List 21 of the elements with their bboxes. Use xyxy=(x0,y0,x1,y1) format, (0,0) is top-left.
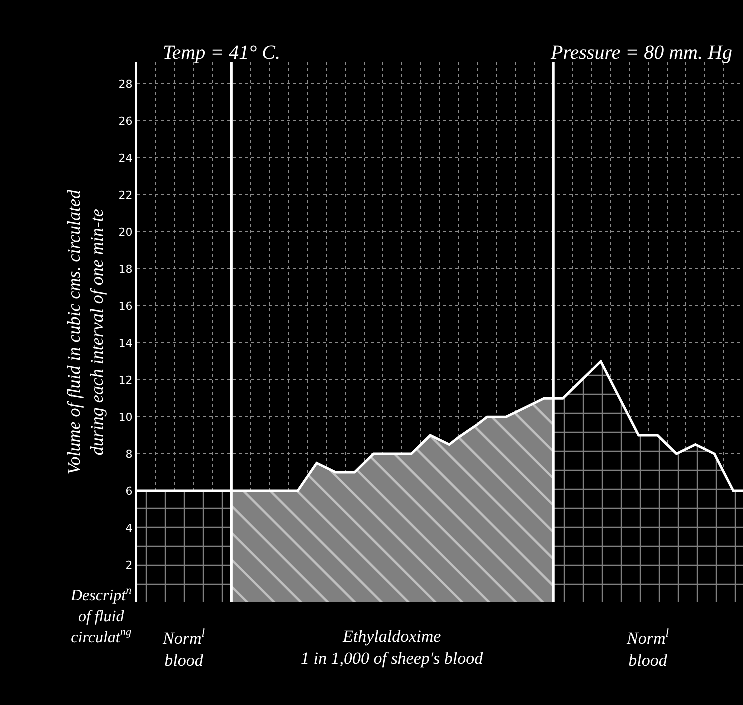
series-label: Norm$^{l}$ blood xyxy=(626,626,670,670)
y-tick-label: 14 xyxy=(118,336,133,350)
y-tick-label: 10 xyxy=(118,410,133,424)
y-tick-label: 24 xyxy=(118,152,133,166)
y-tick-label: 28 xyxy=(118,78,133,92)
y-tick-label: 26 xyxy=(118,115,133,128)
y-tick-label: 22 xyxy=(118,189,133,202)
y-tick-label: 2 xyxy=(126,558,133,572)
series-label: Norm$^{l}$ blood xyxy=(162,626,206,670)
y-tick-label: 8 xyxy=(126,448,133,461)
y-tick-label: 4 xyxy=(126,522,133,535)
y-tick-label: 6 xyxy=(126,484,133,498)
chart-subtitle: Pressure = 80 mm. Hg xyxy=(550,42,732,64)
y-tick-label: 18 xyxy=(118,262,133,276)
chart-title: Temp = 41° C. xyxy=(163,42,280,64)
legend-title: Descript$^{n}$ of fluid circulat$^{ng}$ xyxy=(70,585,132,646)
y-tick-label: 16 xyxy=(118,300,133,313)
y-tick-label: 12 xyxy=(118,374,133,387)
y-axis-title: Volume of fluid in cubic cms. circulated during each interval of one min-te xyxy=(64,188,108,475)
series-label: Ethylaldoxime 1 in 1,000 of sheep's blood xyxy=(301,627,484,668)
y-tick-label: 20 xyxy=(118,226,133,239)
